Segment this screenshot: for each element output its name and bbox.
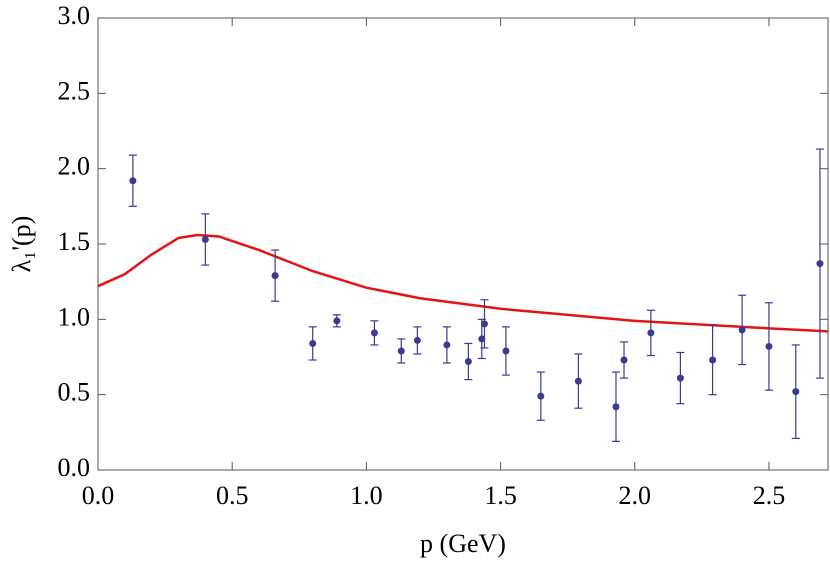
data-point [792, 388, 800, 396]
data-point [443, 341, 451, 349]
data-point [370, 329, 378, 337]
data-point [478, 335, 486, 343]
data-point [765, 342, 773, 350]
x-tick-label: 2.5 [753, 481, 786, 510]
y-tick-label: 2.0 [58, 152, 91, 181]
x-axis-label: p (GeV) [420, 529, 506, 558]
data-point [333, 317, 341, 325]
data-point [271, 272, 279, 280]
y-axis-label: λ₁'(p) [7, 216, 36, 273]
data-point [574, 377, 582, 385]
data-point [397, 347, 405, 355]
plot-frame [97, 17, 829, 471]
x-tick-label: 0.5 [216, 481, 249, 510]
data-point [480, 320, 488, 328]
data-point [709, 356, 717, 364]
x-tick-label: 1.0 [350, 481, 383, 510]
y-tick-label: 3.0 [58, 1, 91, 30]
data-point [129, 177, 137, 185]
data-point [816, 260, 824, 268]
data-point [620, 356, 628, 364]
data-point [738, 326, 746, 334]
data-point [676, 374, 684, 382]
data-point [647, 329, 655, 337]
data-point [612, 403, 620, 411]
x-tick-label: 2.0 [619, 481, 652, 510]
y-tick-label: 0.5 [58, 378, 91, 407]
x-tick-label: 0.0 [82, 481, 115, 510]
y-tick-label: 1.5 [58, 227, 91, 256]
x-tick-label: 1.5 [484, 481, 517, 510]
data-point [537, 392, 545, 400]
model-curve [97, 233, 829, 333]
y-tick-label: 2.5 [58, 76, 91, 105]
y-tick-label: 1.0 [58, 302, 91, 331]
data-point [413, 336, 421, 344]
data-point [464, 358, 472, 366]
data-point [309, 339, 317, 347]
data-point [502, 347, 510, 355]
data-point [201, 235, 209, 243]
y-tick-label: 0.0 [58, 453, 91, 482]
